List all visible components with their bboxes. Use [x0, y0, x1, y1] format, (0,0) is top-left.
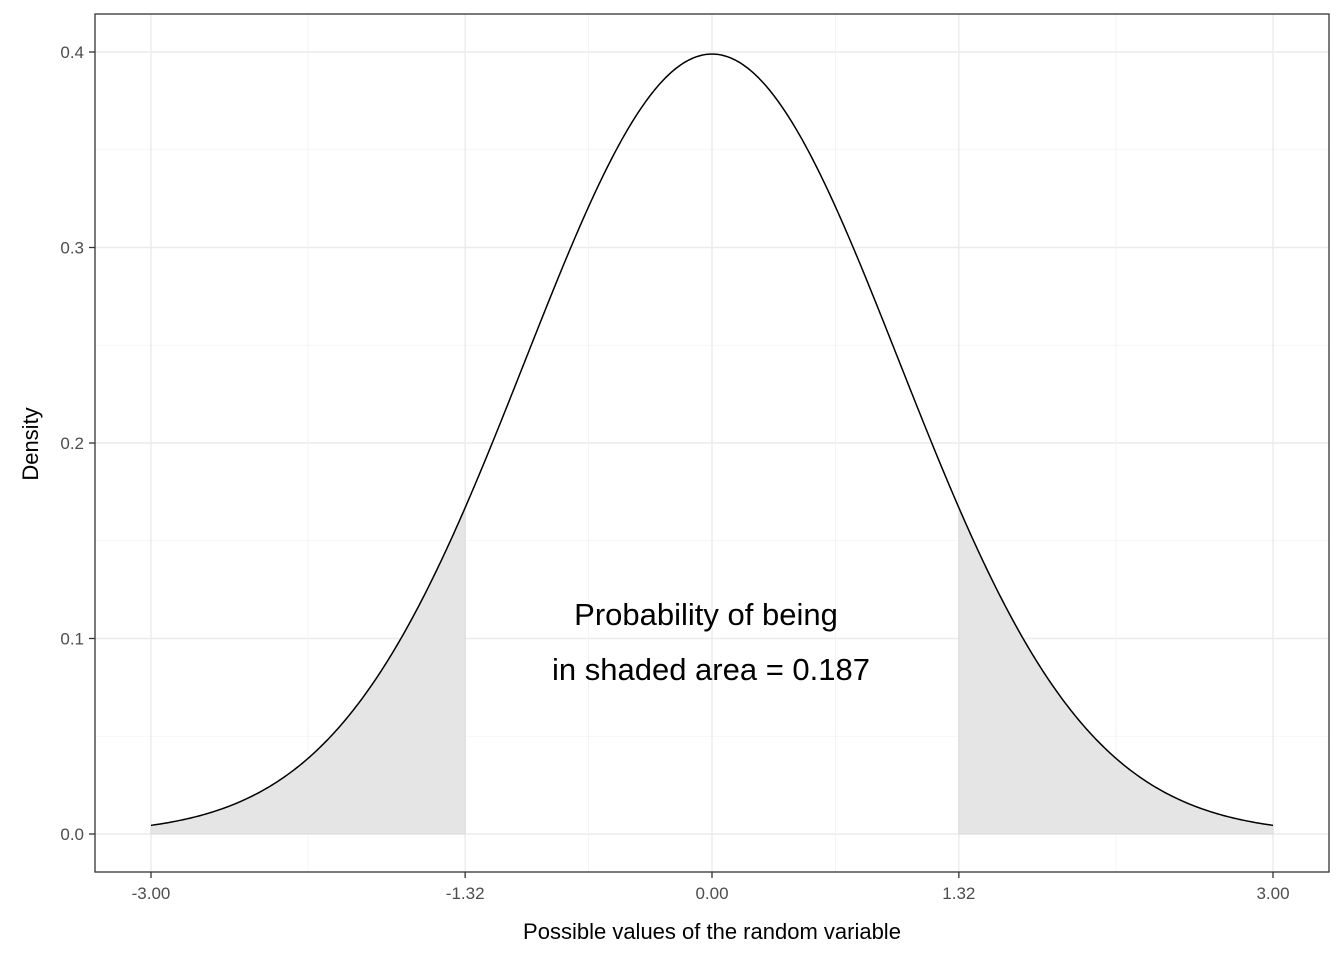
y-tick-label: 0.0 [60, 825, 84, 844]
y-axis-title: Density [18, 407, 43, 480]
density-curve [150, 53, 1274, 827]
x-tick-label: 0.00 [695, 884, 728, 903]
y-tick-label: 0.3 [60, 239, 84, 258]
y-tick-label: 0.4 [60, 43, 84, 62]
y-tick-label: 0.2 [60, 434, 84, 453]
annotation-line-1: Probability of being [574, 597, 838, 632]
y-axis: 0.0 0.1 0.2 0.3 0.4 [60, 43, 95, 844]
x-axis: -3.00 -1.32 0.00 1.32 3.00 [132, 872, 1290, 903]
x-tick-label: -3.00 [132, 884, 171, 903]
x-tick-label: 1.32 [942, 884, 975, 903]
grid-lines [95, 14, 1329, 872]
x-tick-label: 3.00 [1256, 884, 1289, 903]
annotation-line-2: in shaded area = 0.187 [552, 652, 870, 687]
x-axis-title: Possible values of the random variable [523, 919, 901, 944]
x-tick-label: -1.32 [446, 884, 485, 903]
y-tick-label: 0.1 [60, 630, 84, 649]
